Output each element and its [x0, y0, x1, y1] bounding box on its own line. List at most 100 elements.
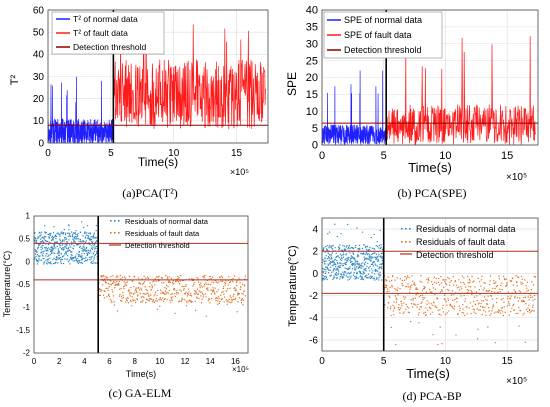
- data-point: [204, 293, 207, 295]
- data-point: [343, 274, 345, 276]
- data-point: [391, 279, 393, 282]
- data-point: [430, 303, 432, 305]
- data-point: [377, 258, 379, 260]
- data-point: [84, 248, 86, 250]
- data-point: [89, 232, 92, 234]
- data-point: [129, 299, 132, 301]
- data-point: [347, 272, 349, 274]
- data-point: [78, 246, 81, 248]
- data-point: [59, 246, 61, 248]
- data-point: [139, 292, 141, 295]
- data-point: [130, 286, 132, 289]
- data-point: [241, 292, 243, 295]
- data-point: [198, 290, 200, 292]
- data-point: [39, 241, 42, 243]
- data-point: [212, 291, 214, 293]
- data-point: [499, 312, 502, 314]
- data-point: [398, 307, 400, 309]
- data-point: [367, 277, 369, 279]
- data-point: [75, 233, 77, 235]
- data-point: [175, 280, 177, 282]
- data-point: [112, 291, 114, 293]
- data-point: [120, 287, 122, 289]
- data-point: [159, 305, 161, 307]
- data-point: [417, 314, 420, 316]
- data-point: [91, 248, 93, 250]
- data-point: [197, 278, 199, 280]
- data-point: [350, 275, 352, 277]
- data-point: [108, 285, 110, 288]
- data-point: [412, 303, 415, 305]
- data-point: [334, 247, 336, 249]
- data-point: [347, 223, 349, 226]
- data-point: [454, 280, 456, 282]
- data-point: [337, 265, 339, 267]
- data-point: [400, 307, 402, 309]
- data-point: [110, 275, 112, 278]
- data-point: [401, 305, 403, 307]
- data-point: [179, 280, 182, 282]
- data-point: [435, 306, 437, 308]
- data-point: [200, 295, 202, 297]
- data-point: [229, 287, 231, 289]
- data-point: [215, 299, 217, 302]
- data-point: [169, 280, 171, 283]
- data-point: [167, 286, 169, 288]
- data-point: [143, 281, 146, 283]
- data-point: [78, 240, 80, 242]
- data-point: [349, 252, 351, 254]
- data-point: [96, 250, 98, 252]
- data-point: [38, 244, 40, 246]
- data-point: [106, 276, 108, 279]
- x-tick-label: 5: [381, 150, 387, 162]
- data-point: [52, 237, 54, 240]
- data-point: [343, 273, 345, 275]
- data-point: [78, 255, 80, 258]
- data-point: [154, 278, 156, 280]
- data-point: [378, 247, 380, 249]
- data-point: [435, 277, 437, 280]
- data-point: [474, 296, 476, 298]
- data-point: [216, 297, 218, 300]
- data-point: [51, 246, 53, 249]
- data-point: [489, 283, 491, 286]
- data-point: [377, 260, 380, 262]
- data-point: [200, 282, 202, 284]
- data-point: [496, 298, 498, 300]
- data-point: [51, 239, 53, 242]
- data-point: [421, 281, 423, 283]
- data-point: [419, 306, 421, 308]
- data-point: [364, 276, 366, 278]
- data-point: [150, 298, 153, 300]
- data-point: [46, 262, 48, 264]
- data-point: [366, 253, 369, 256]
- data-point: [526, 290, 528, 292]
- x-tick-label: 16: [231, 357, 240, 366]
- data-point: [184, 292, 186, 295]
- data-point: [60, 253, 62, 255]
- data-point: [435, 282, 437, 284]
- data-point: [56, 241, 58, 243]
- data-point: [56, 233, 58, 235]
- data-point: [515, 312, 517, 315]
- data-point: [462, 308, 464, 310]
- data-point: [332, 260, 334, 262]
- panel-c-plot-frame: [33, 215, 249, 354]
- data-point: [120, 299, 122, 302]
- data-point: [451, 290, 454, 292]
- data-point: [49, 257, 51, 259]
- data-point: [59, 238, 61, 240]
- data-point: [46, 240, 48, 243]
- data-point: [118, 284, 120, 286]
- data-point: [41, 247, 44, 249]
- data-point: [427, 277, 429, 279]
- data-point: [522, 299, 524, 302]
- data-point: [87, 249, 89, 252]
- data-point: [497, 311, 499, 314]
- data-point: [229, 281, 232, 283]
- data-point: [79, 245, 81, 247]
- data-point: [35, 258, 38, 261]
- data-point: [484, 311, 487, 313]
- data-point: [486, 303, 488, 305]
